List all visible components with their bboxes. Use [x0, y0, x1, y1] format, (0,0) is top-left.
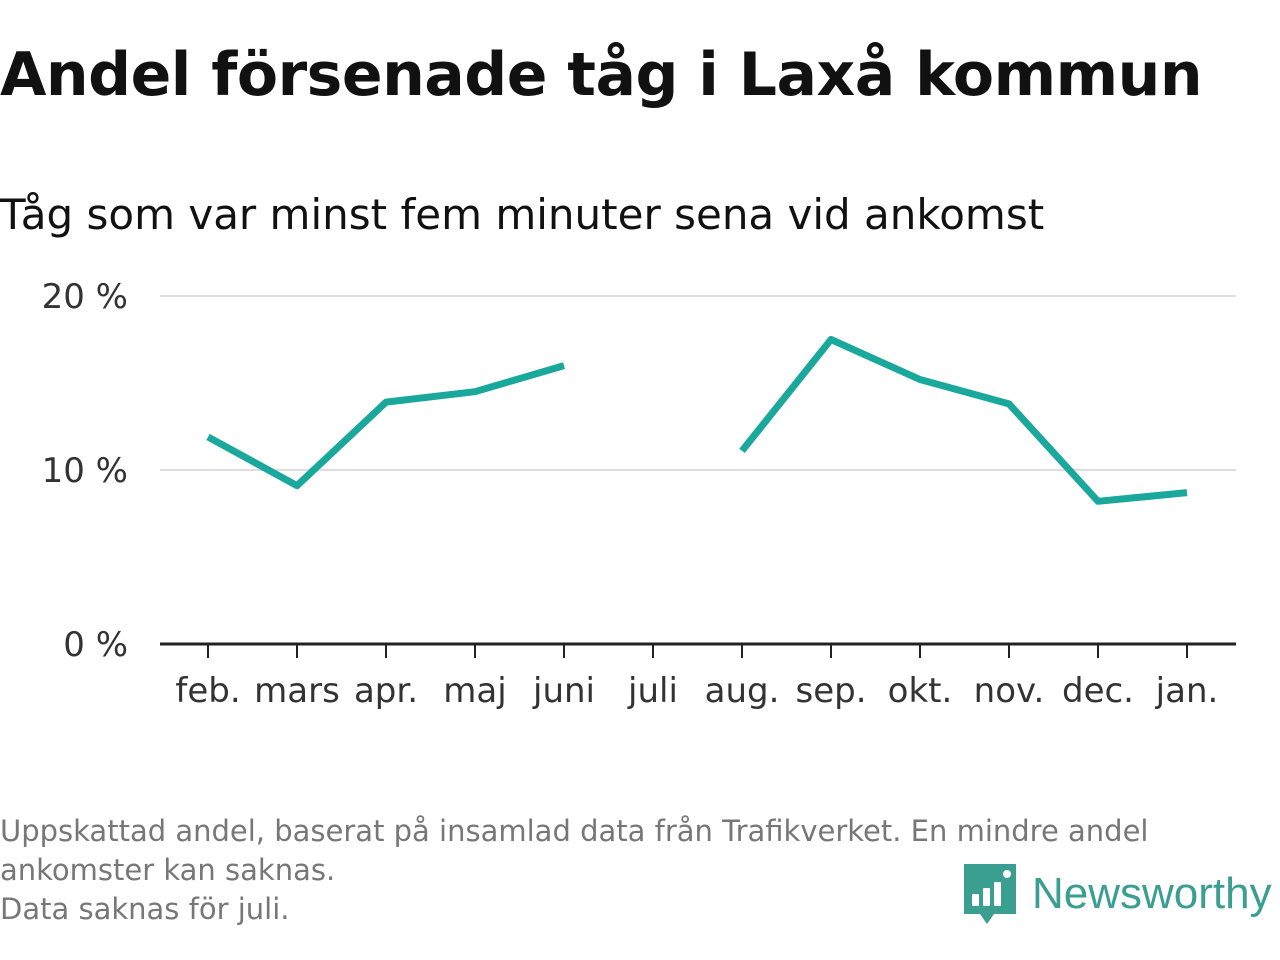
line-chart: 0 % 10 % 20 % feb. mars apr. maj juni juli aug. s… — [42, 277, 1236, 711]
x-tick-label: mars — [254, 671, 340, 711]
x-tick-label: aug. — [705, 671, 780, 711]
x-tick-label: nov. — [974, 671, 1045, 711]
x-tick-label: juni — [532, 671, 595, 711]
series-lines — [206, 336, 1188, 505]
chart-subtitle: Tåg som var minst fem minuter sena vid a… — [0, 190, 1045, 239]
y-axis-tick-labels: 0 % 10 % 20 % — [42, 277, 128, 665]
footnote: Uppskattad andel, baserat på insamlad da… — [0, 812, 1270, 929]
x-axis-tick-labels: feb. mars apr. maj juni juli aug. sep. okt. nov. d… — [175, 671, 1218, 711]
brand: Newsworthy — [962, 862, 1272, 926]
x-tick-label: jan. — [1155, 671, 1219, 711]
x-tick-label: juli — [627, 671, 678, 711]
series-line-segment — [206, 362, 565, 490]
chart-title: Andel försenade tåg i Laxå kommun — [0, 40, 1203, 110]
footnote-missing-data-note: Data saknas för juli. — [0, 892, 290, 926]
x-tick-label: okt. — [888, 671, 953, 711]
x-axis — [160, 642, 1236, 658]
y-tick-label: 20 % — [42, 277, 128, 317]
footnote-source-note: Uppskattad andel, baserat på insamlad da… — [0, 814, 1149, 887]
x-tick-label: maj — [443, 671, 506, 711]
x-tick-label: sep. — [795, 671, 866, 711]
gridlines — [160, 295, 1236, 471]
x-tick-label: apr. — [354, 671, 418, 711]
x-tick-label: dec. — [1062, 671, 1134, 711]
y-tick-label: 0 % — [63, 625, 128, 665]
x-tick-label: feb. — [175, 671, 240, 711]
series-line-segment — [739, 336, 1188, 505]
newsworthy-logo-icon — [964, 864, 1016, 924]
y-tick-label: 10 % — [42, 451, 128, 491]
brand-name: Newsworthy — [1032, 869, 1272, 918]
